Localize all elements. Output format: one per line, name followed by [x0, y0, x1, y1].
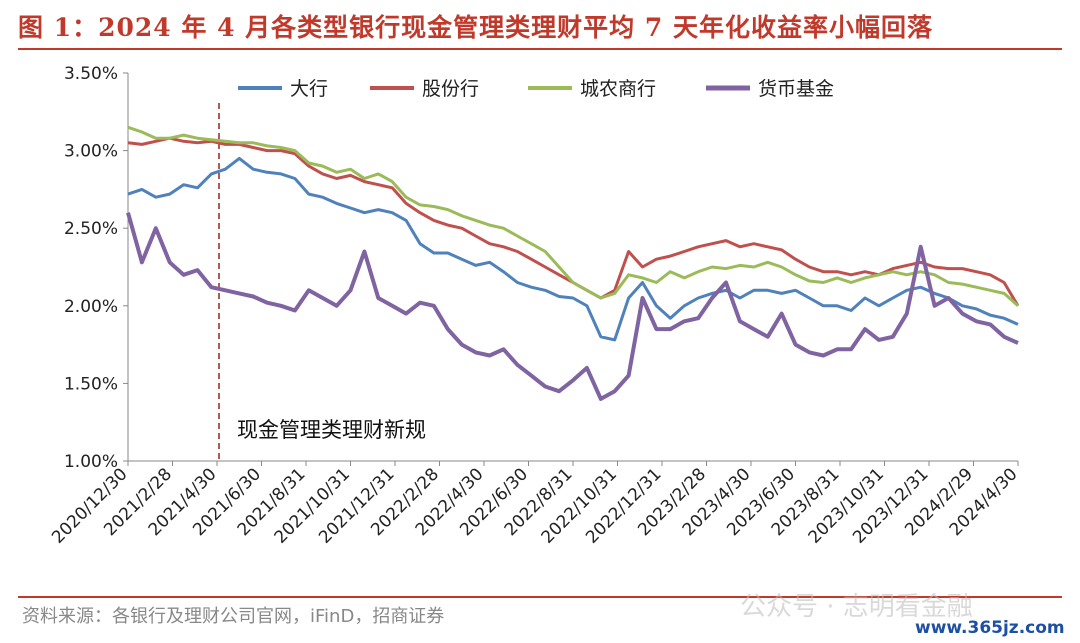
- source-divider: [18, 596, 1062, 598]
- line-chart: 1.00% 1.50% 2.00% 2.50% 3.00% 3.50% 2020/12/3…: [48, 64, 1022, 548]
- series-line-1: [127, 156, 1019, 342]
- watermark: 公众号 · 志明看金融: [740, 592, 973, 622]
- y-axis-group: 1.00% 1.50% 2.00% 2.50% 3.00% 3.50%: [64, 64, 129, 472]
- series-line-3: [127, 125, 1019, 307]
- title-divider: [18, 48, 1062, 50]
- legend-label: 货币基金: [758, 78, 834, 100]
- annotation-label: 现金管理类理财新规: [237, 418, 426, 442]
- legend-label: 大行: [290, 78, 328, 100]
- site-watermark: www.365jz.com: [915, 618, 1065, 638]
- y-tick-label: 3.50%: [64, 64, 118, 84]
- legend-group: 大行 股份行 城农商行 货币基金: [238, 78, 834, 100]
- x-axis-group: 2020/12/302021/2/282021/4/302021/6/30202…: [48, 460, 1022, 548]
- y-tick-label: 2.50%: [64, 219, 118, 239]
- legend-label: 股份行: [422, 78, 479, 100]
- source-note: 资料来源：各银行及理财公司官网，iFinD，招商证券: [22, 606, 445, 627]
- series-line-4: [126, 212, 1019, 401]
- y-tick-label: 1.50%: [64, 374, 118, 394]
- y-tick-label: 2.00%: [64, 297, 118, 317]
- figure-title: 图 1：2024 年 4 月各类型银行现金管理类理财平均 7 天年化收益率小幅回…: [18, 13, 933, 42]
- series-group: [126, 125, 1020, 401]
- legend-label: 城农商行: [580, 78, 656, 100]
- y-tick-label: 1.00%: [64, 452, 118, 472]
- annotation-group: 现金管理类理财新规: [218, 103, 426, 461]
- y-tick-label: 3.00%: [64, 142, 118, 162]
